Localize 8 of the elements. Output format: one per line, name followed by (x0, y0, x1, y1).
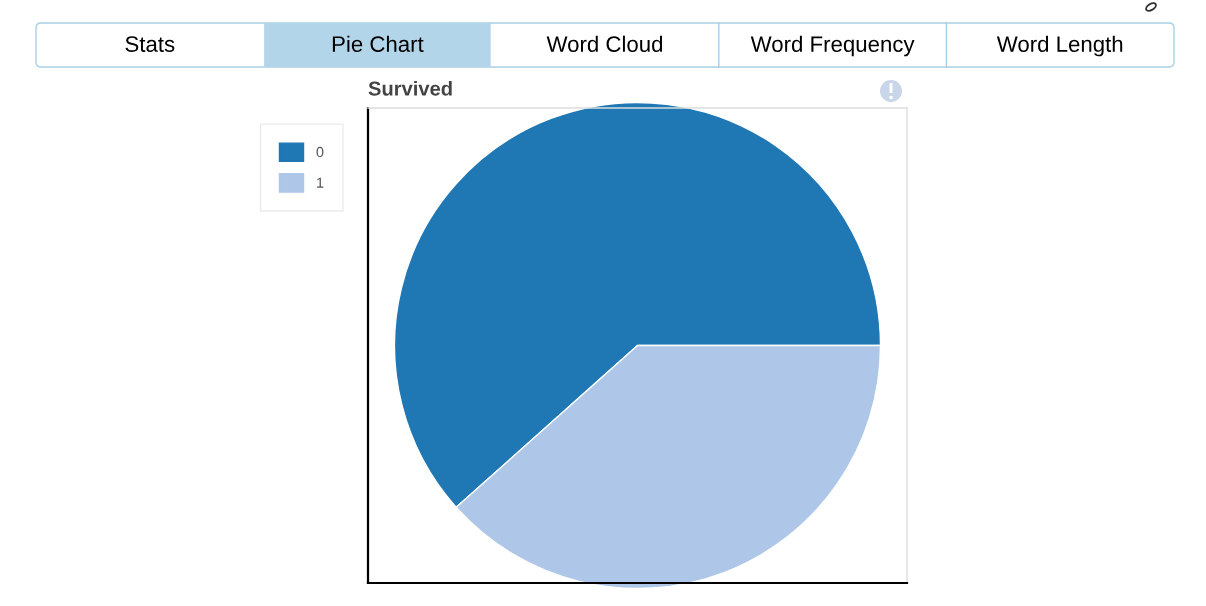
text: Word Length (996, 35, 1123, 57)
legend-label: 1 (317, 177, 324, 188)
chart-title: Survived (368, 80, 452, 96)
text: Stats (125, 36, 175, 52)
legend-label: 0 (316, 146, 324, 158)
text: Word Frequency (750, 35, 915, 57)
text: Pie Chart (332, 35, 424, 52)
text: Word Cloud (546, 35, 663, 52)
